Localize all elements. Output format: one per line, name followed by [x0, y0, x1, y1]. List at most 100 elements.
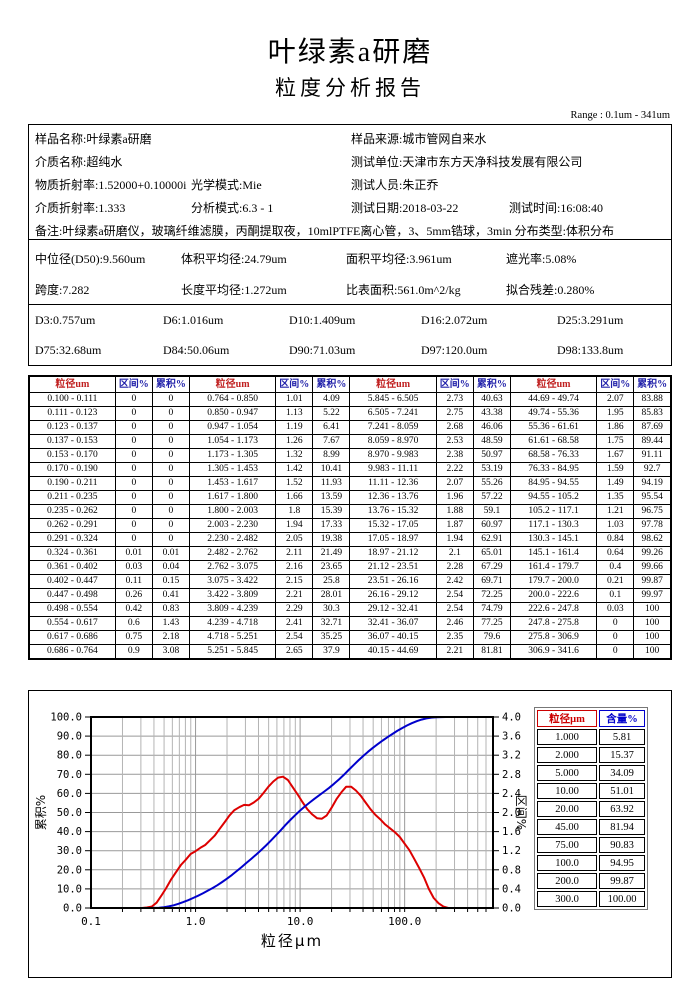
table-cell: 35.25: [312, 629, 351, 645]
table-cell: 0.100 - 0.111: [28, 391, 116, 407]
info-field: 测试人员:朱正乔: [351, 178, 439, 192]
table-cell: 0.03: [596, 601, 635, 617]
table-cell: 94.55 - 105.2: [509, 489, 598, 505]
stat-field: 体积平均径:24.79um: [181, 252, 287, 266]
summary-row: 10.00 51.01: [537, 783, 645, 799]
table-row: 0.447 - 0.498 0.26 0.41 3.422 - 3.809 2.21 28…: [28, 587, 672, 603]
table-cell: 1.35: [596, 489, 635, 505]
table-cell: 2.16: [275, 559, 314, 575]
table-cell: 76.33 - 84.95: [509, 461, 598, 477]
table-cell: 0: [596, 643, 635, 659]
table-cell: 0: [114, 433, 153, 449]
table-cell: 1.59: [596, 461, 635, 477]
table-cell: 1.87: [435, 517, 474, 533]
table-cell: 5.251 - 5.845: [188, 643, 277, 659]
table-cell: 17.33: [312, 517, 351, 533]
table-cell: 49.74 - 55.36: [509, 405, 598, 421]
table-cell: 2.46: [435, 615, 474, 631]
table-cell: 130.3 - 145.1: [509, 531, 598, 547]
info-row: 样品名称:叶绿素a研磨 样品来源:城市管网自来水: [29, 130, 671, 146]
stat-field: 中位径(D50):9.560um: [35, 252, 146, 266]
table-cell: 3.809 - 4.239: [188, 601, 277, 617]
table-cell: 222.6 - 247.8: [509, 601, 598, 617]
sample-info-box: 样品名称:叶绿素a研磨 样品来源:城市管网自来水 介质名称:超纯水 测试单位:天津市东…: [28, 124, 672, 240]
info-row: 介质折射率:1.333 分析模式:6.3 - 1 测试日期:2018-03-22 测试…: [29, 199, 671, 215]
table-cell: 0.686 - 0.764: [28, 643, 116, 659]
summary-cell: 5.81: [599, 729, 645, 745]
table-cell: 100: [633, 601, 672, 617]
table-cell: 97.78: [633, 517, 672, 533]
table-cell: 1.86: [596, 419, 635, 435]
content-summary-table: 粒径μm 含量% 1.000 5.81 2.000 15.37 5.000 34.09 10.0…: [534, 707, 648, 910]
x-tick-label: 100.0: [388, 915, 421, 928]
table-cell: 0.1: [596, 587, 635, 603]
table-cell: 0: [596, 615, 635, 631]
table-cell: 1.96: [435, 489, 474, 505]
table-cell: 1.305 - 1.453: [188, 461, 277, 477]
table-cell: 2.21: [275, 587, 314, 603]
summary-column-header: 粒径μm: [537, 710, 597, 727]
table-cell: 0.190 - 0.211: [28, 475, 116, 491]
table-cell: 46.06: [472, 419, 511, 435]
summary-cell: 75.00: [537, 837, 597, 853]
summary-row: 45.00 81.94: [537, 819, 645, 835]
table-cell: 2.75: [435, 405, 474, 421]
summary-cell: 100.0: [537, 855, 597, 871]
table-cell: 7.67: [312, 433, 351, 449]
chart-panel: 0.0 10.0 20.0 30.0 40.0 50.0 60.0 70.0 80.0 90.0 1…: [28, 690, 672, 978]
range-note: Range : 0.1um - 341um: [570, 110, 670, 121]
stat-field: 比表面积:561.0m^2/kg: [346, 283, 461, 297]
column-header: 粒径um: [349, 375, 437, 393]
left-tick-label: 20.0: [57, 864, 82, 876]
table-cell: 4.239 - 4.718: [188, 615, 277, 631]
table-cell: 0: [151, 475, 190, 491]
summary-cell: 5.000: [537, 765, 597, 781]
left-tick-label: 50.0: [57, 807, 82, 819]
table-cell: 0.11: [114, 573, 153, 589]
dvalue-field: D3:0.757um: [35, 313, 96, 327]
table-cell: 19.38: [312, 531, 351, 547]
table-cell: 0.947 - 1.054: [188, 419, 277, 435]
table-cell: 0: [114, 405, 153, 421]
table-cell: 0.9: [114, 643, 153, 659]
stat-field: 面积平均径:3.961um: [346, 252, 452, 266]
summary-row: 1.000 5.81: [537, 729, 645, 745]
table-cell: 1.01: [275, 391, 314, 407]
table-cell: 55.26: [472, 475, 511, 491]
table-cell: 0.211 - 0.235: [28, 489, 116, 505]
table-cell: 0.64: [596, 545, 635, 561]
info-field: 物质折射率:1.52000+0.10000i: [35, 178, 187, 192]
stat-field: 长度平均径:1.272um: [181, 283, 287, 297]
table-cell: 94.19: [633, 475, 672, 491]
table-row: 0.686 - 0.764 0.9 3.08 5.251 - 5.845 2.65 37.…: [28, 643, 672, 659]
table-cell: 11.93: [312, 475, 351, 491]
table-cell: 1.21: [596, 503, 635, 519]
table-cell: 0: [596, 629, 635, 645]
table-cell: 15.32 - 17.05: [349, 517, 437, 533]
table-row: 0.554 - 0.617 0.6 1.43 4.239 - 4.718 2.41 32.…: [28, 615, 672, 631]
right-tick-label: 1.2: [502, 845, 521, 857]
table-cell: 61.61 - 68.58: [509, 433, 598, 449]
table-cell: 23.51 - 26.16: [349, 573, 437, 589]
info-field: 样品名称:叶绿素a研磨: [35, 132, 152, 146]
table-cell: 6.505 - 7.241: [349, 405, 437, 421]
table-cell: 92.7: [633, 461, 672, 477]
table-cell: 0.01: [151, 545, 190, 561]
table-cell: 95.54: [633, 489, 672, 505]
summary-row: 5.000 34.09: [537, 765, 645, 781]
table-cell: 2.05: [275, 531, 314, 547]
table-cell: 21.12 - 23.51: [349, 559, 437, 575]
dvalue-field: D6:1.016um: [163, 313, 224, 327]
table-cell: 5.22: [312, 405, 351, 421]
table-cell: 72.25: [472, 587, 511, 603]
right-tick-label: 0.8: [502, 864, 521, 876]
table-cell: 0: [151, 531, 190, 547]
table-cell: 2.29: [275, 601, 314, 617]
table-cell: 10.41: [312, 461, 351, 477]
table-cell: 2.54: [435, 587, 474, 603]
summary-cell: 34.09: [599, 765, 645, 781]
dvalue-field: D25:3.291um: [557, 313, 624, 327]
table-cell: 145.1 - 161.4: [509, 545, 598, 561]
table-cell: 99.97: [633, 587, 672, 603]
plot-border: [90, 716, 494, 909]
